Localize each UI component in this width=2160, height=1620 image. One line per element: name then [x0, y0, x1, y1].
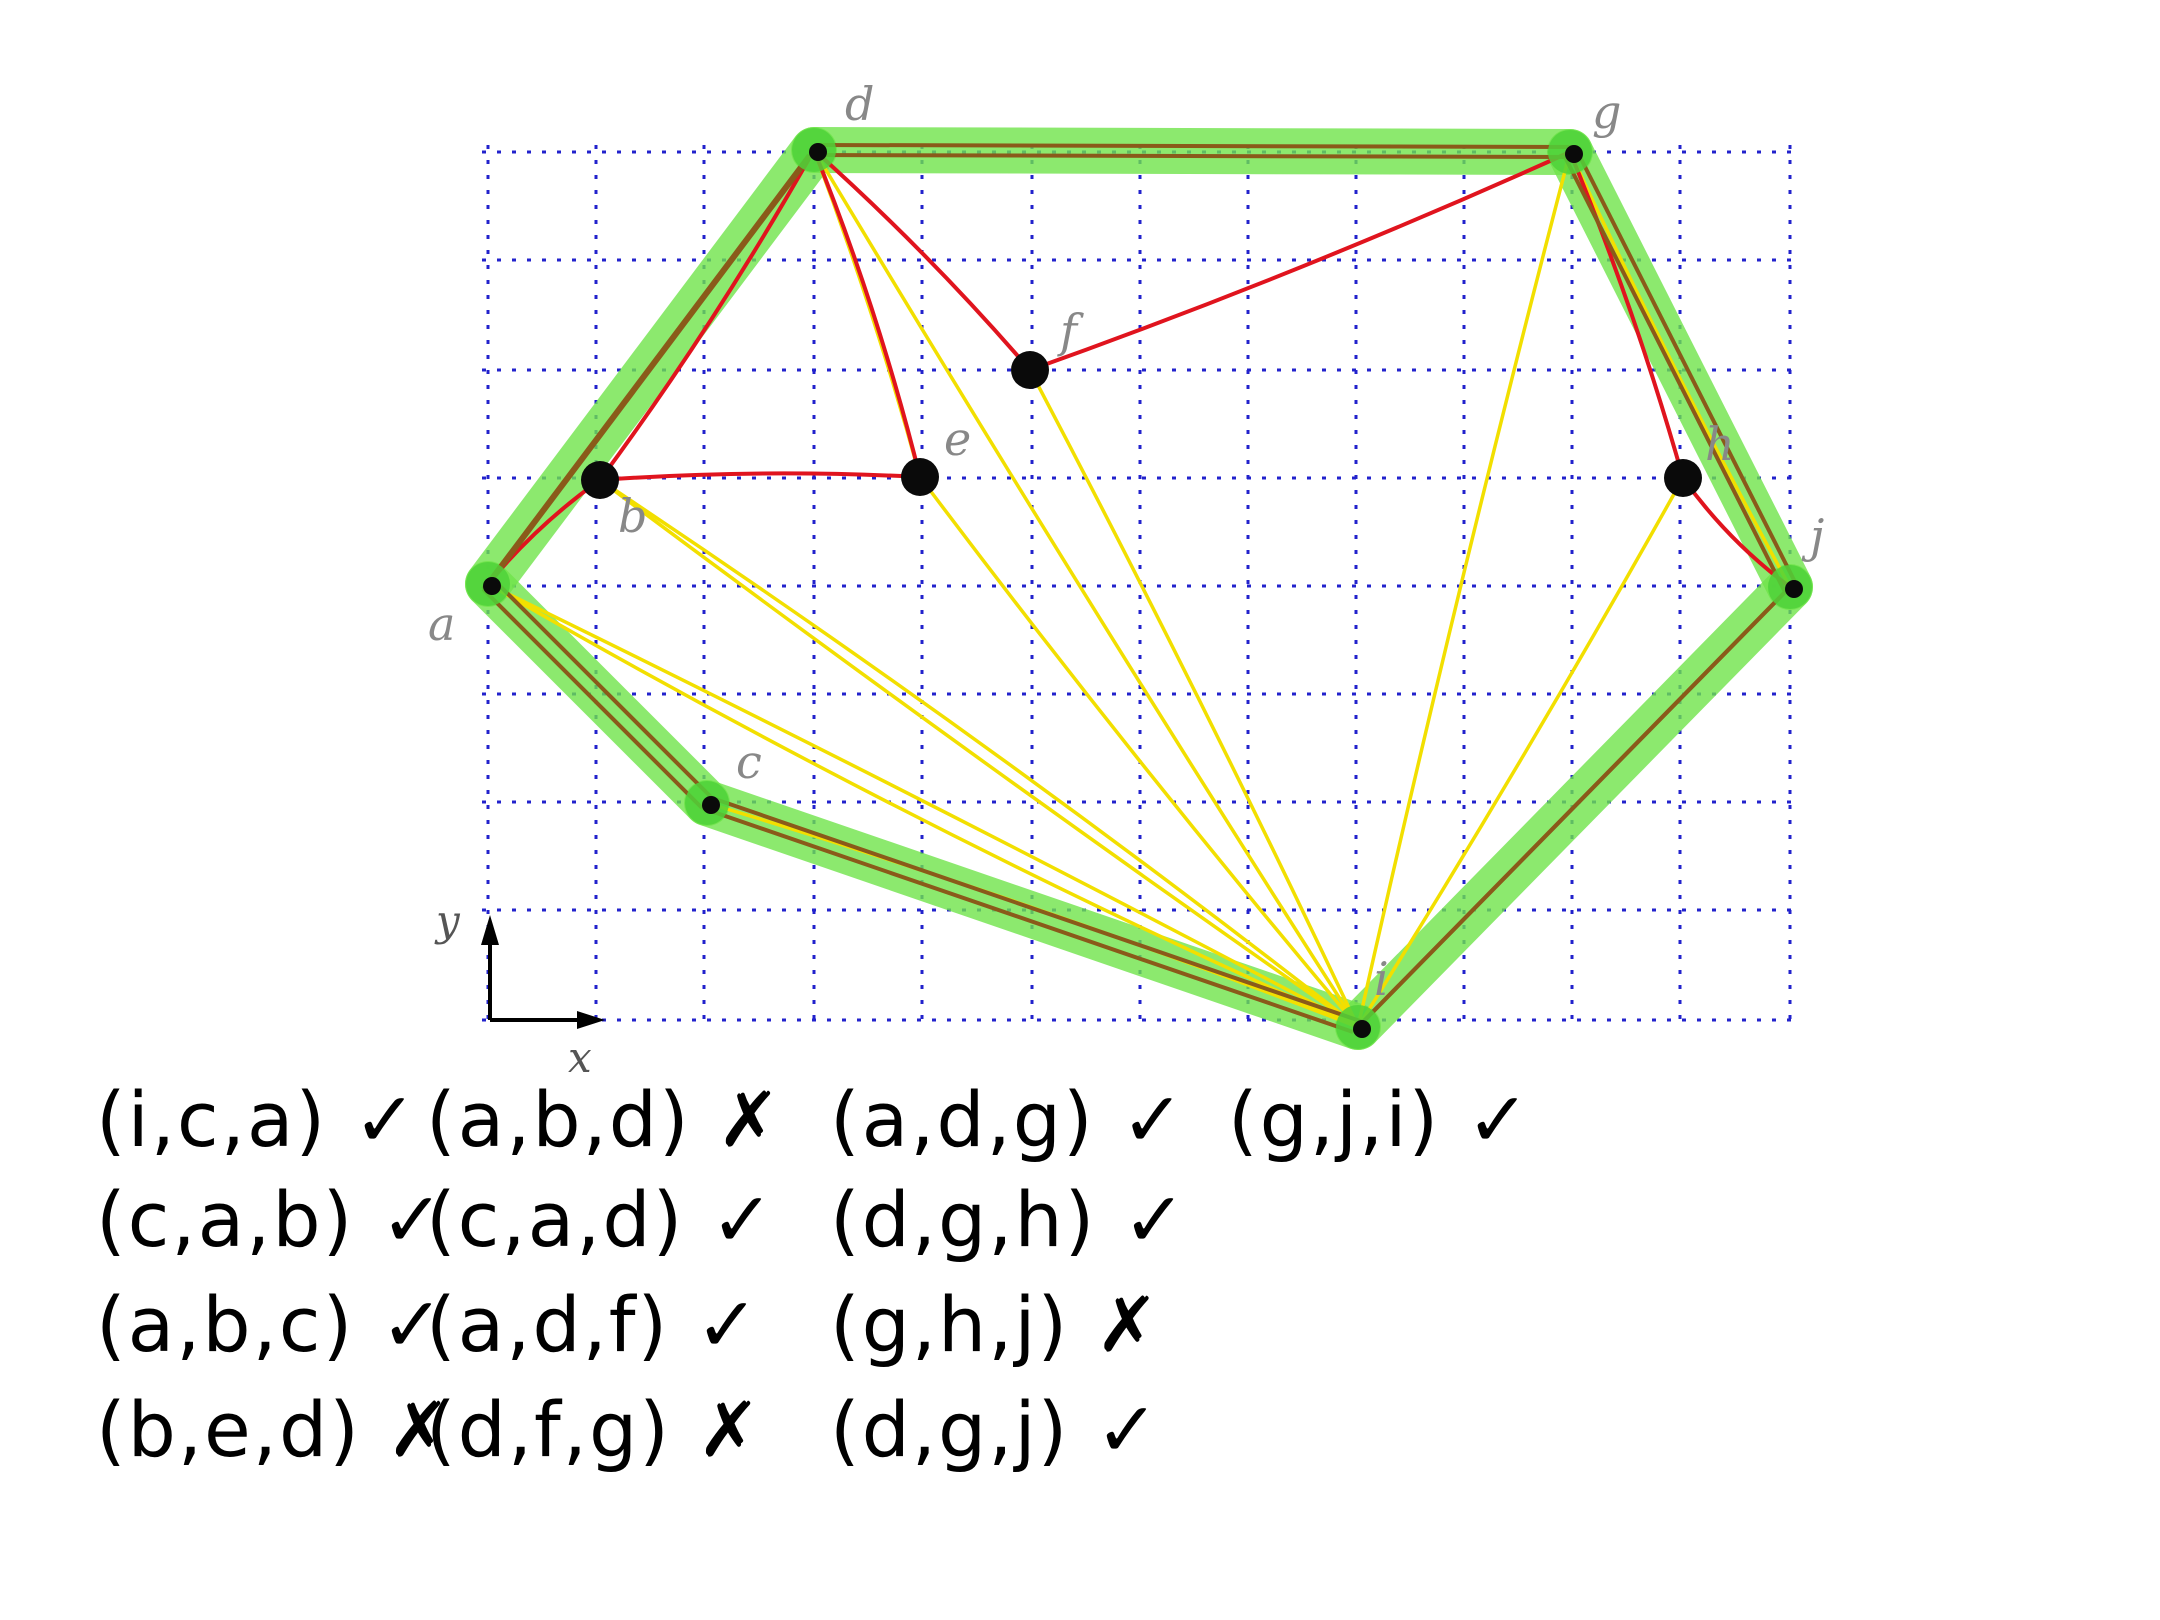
- red-edge-fg: [1028, 150, 1572, 372]
- triangle-check-0-3: (b,e,d) ✗: [96, 1385, 453, 1474]
- cross-mark-icon: ✗: [1069, 1280, 1161, 1369]
- triangle-label: (d,f,g): [426, 1385, 671, 1474]
- triangle-check-2-2: (g,h,j) ✗: [830, 1280, 1161, 1369]
- yellow-edge-fi: [1028, 368, 1360, 1029]
- check-mark-icon: ✓: [669, 1280, 762, 1369]
- y-arrowhead: [481, 915, 499, 945]
- vertex-label-i: i: [1374, 952, 1389, 1006]
- vertex-label-g: g: [1592, 85, 1621, 139]
- x-axis-label: x: [568, 1033, 592, 1082]
- triangle-label: (c,a,b): [96, 1175, 355, 1264]
- vertex-label-j: j: [1801, 509, 1824, 563]
- red-edge-gh: [1568, 150, 1685, 480]
- triangle-label: (a,b,c): [96, 1280, 355, 1369]
- triangle-label: (b,e,d): [96, 1385, 361, 1474]
- triangle-label: (g,j,i): [1228, 1075, 1441, 1164]
- vertex-label-d: d: [845, 77, 874, 131]
- triangle-check-2-1: (d,g,h) ✓: [830, 1175, 1188, 1264]
- hull-highlight-ic: [684, 780, 1381, 1050]
- vertex-points: [466, 128, 1812, 1049]
- triangle-check-2-0: (a,d,g) ✓: [830, 1075, 1187, 1164]
- vertex-e: [901, 458, 939, 496]
- check-mark-icon: ✓: [1440, 1075, 1532, 1164]
- hull-edge-inner-ad: [481, 153, 811, 591]
- check-mark-icon: ✓: [327, 1075, 419, 1164]
- axis-indicator: y x: [434, 896, 605, 1082]
- vertex-a: [483, 577, 501, 595]
- hull-highlight-gj: [1547, 129, 1813, 610]
- triangle-check-1-2: (a,d,f) ✓: [426, 1280, 761, 1369]
- cross-mark-icon: ✗: [670, 1385, 763, 1474]
- hull-edge-inner-ca: [481, 587, 704, 810]
- vertex-c: [702, 796, 720, 814]
- yellow-edge-di: [812, 148, 1360, 1029]
- red-edge-be: [598, 471, 922, 482]
- check-mark-icon: ✓: [684, 1175, 777, 1264]
- triangle-check-0-1: (c,a,b) ✓: [96, 1175, 446, 1264]
- triangle-label: (d,g,j): [830, 1385, 1070, 1474]
- convex-hull-edges: [481, 143, 1797, 1034]
- cross-mark-icon: ✗: [690, 1075, 783, 1164]
- red-edge-ed: [812, 148, 922, 479]
- triangle-check-1-3: (d,f,g) ✗: [426, 1385, 763, 1474]
- vertex-d: [809, 143, 827, 161]
- yellow-chord-ei: [918, 475, 1360, 1029]
- triangle-check-1-1: (c,a,d) ✓: [426, 1175, 776, 1264]
- red-edge-bd: [598, 148, 816, 482]
- check-mark-icon: ✓: [1094, 1075, 1187, 1164]
- triangle-check-1-0: (a,b,d) ✗: [426, 1075, 783, 1164]
- vertex-label-e: e: [944, 412, 971, 466]
- check-mark-icon: ✓: [1096, 1175, 1189, 1264]
- x-arrowhead: [577, 1011, 605, 1029]
- vertex-i: [1353, 1020, 1371, 1038]
- hull-highlight-dg: [791, 127, 1593, 175]
- triangle-label: (c,a,d): [426, 1175, 685, 1264]
- yellow-chord-bi: [598, 478, 1360, 1029]
- yellow-edge-ai: [486, 582, 1360, 1029]
- vertex-label-h: h: [1705, 417, 1735, 471]
- triangle-check-0-0: (i,c,a) ✓: [96, 1075, 419, 1164]
- triangle-label: (i,c,a): [96, 1075, 328, 1164]
- check-mark-icon: ✓: [354, 1280, 447, 1369]
- vertex-j: [1785, 580, 1803, 598]
- red-edge-df: [812, 148, 1032, 372]
- yellow-edge-hi: [1356, 476, 1685, 1029]
- triangle-check-2-3: (d,g,j) ✓: [830, 1385, 1161, 1474]
- hull-edge-inner-gj: [1563, 156, 1787, 593]
- yellow-chord-ai: [486, 582, 1360, 1029]
- y-axis-label: y: [434, 896, 461, 945]
- candidate-edges: [486, 148, 1792, 1029]
- hull-highlight-ca: [465, 561, 730, 826]
- hull-edge-dg: [818, 143, 1576, 149]
- hull-edge-ca: [491, 577, 714, 800]
- hull-edge-inner-dg: [808, 153, 1566, 159]
- triangle-label: (d,g,h): [830, 1175, 1097, 1264]
- vertex-label-c: c: [736, 735, 762, 789]
- vertex-label-a: a: [428, 597, 455, 651]
- triangle-label: (a,d,g): [830, 1075, 1095, 1164]
- yellow-edge-gj: [1568, 150, 1792, 589]
- hull-edge-inner-ic: [701, 806, 1354, 1034]
- hull-edge-inner-ji: [1351, 590, 1787, 1034]
- vertex-h: [1664, 459, 1702, 497]
- triangle-check-3-0: (g,j,i) ✓: [1228, 1075, 1532, 1164]
- hull-edge-gj: [1573, 146, 1797, 583]
- vertex-b: [581, 461, 619, 499]
- vertex-label-b: b: [618, 489, 647, 543]
- cross-mark-icon: ✗: [360, 1385, 453, 1474]
- triangle-check-0-2: (a,b,c) ✓: [96, 1280, 446, 1369]
- triangle-label: (a,b,d): [426, 1075, 691, 1164]
- dotted-grid: [482, 145, 1795, 1025]
- yellow-edge-bi: [598, 478, 1360, 1029]
- vertex-f: [1011, 351, 1049, 389]
- vertex-g: [1565, 145, 1583, 163]
- hull-edge-ic: [711, 796, 1364, 1024]
- triangle-label: (g,h,j): [830, 1280, 1070, 1369]
- triangle-label: (a,d,f): [426, 1280, 670, 1369]
- check-mark-icon: ✓: [354, 1175, 447, 1264]
- check-mark-icon: ✓: [1069, 1385, 1162, 1474]
- yellow-edge-gi: [1356, 150, 1572, 1029]
